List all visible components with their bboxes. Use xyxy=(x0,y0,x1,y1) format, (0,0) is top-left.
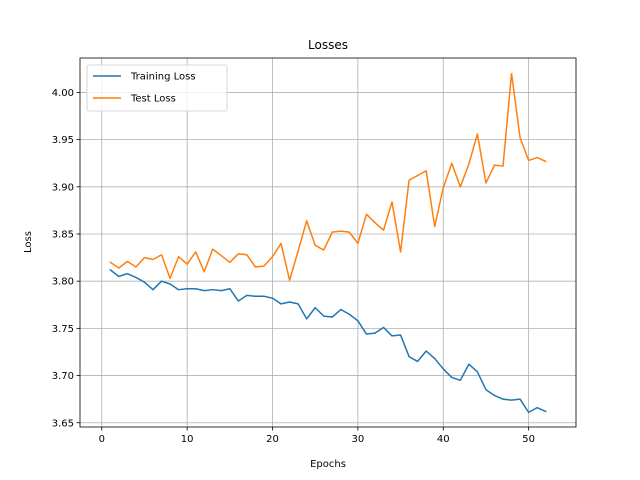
grid xyxy=(80,58,576,427)
legend-label-test-loss: Test Loss xyxy=(130,94,176,105)
x-tick-label: 10 xyxy=(181,434,194,445)
y-tick-label: 3.65 xyxy=(52,418,74,429)
x-tick-label: 0 xyxy=(99,434,105,445)
x-tick-label: 40 xyxy=(437,434,450,445)
x-ticks: 0 10 20 30 40 50 xyxy=(99,427,535,445)
y-tick-label: 3.75 xyxy=(52,324,74,335)
y-tick-label: 3.70 xyxy=(52,371,74,382)
y-tick-label: 3.90 xyxy=(52,182,74,193)
chart-title: Losses xyxy=(308,38,348,52)
x-tick-label: 50 xyxy=(522,434,535,445)
x-axis-label: Epochs xyxy=(310,459,346,470)
series-group xyxy=(109,72,547,414)
y-tick-label: 3.80 xyxy=(52,277,74,288)
legend: Training Loss Test Loss xyxy=(86,64,228,112)
x-tick-label: 30 xyxy=(352,434,365,445)
legend-box xyxy=(86,64,228,112)
training-loss-line xyxy=(109,268,547,414)
plot-frame xyxy=(79,57,577,428)
legend-label-training-loss: Training Loss xyxy=(130,72,196,83)
x-tick-label: 20 xyxy=(266,434,279,445)
y-tick-label: 3.85 xyxy=(52,230,74,241)
test-loss-line xyxy=(109,72,547,281)
y-axis-label: Loss xyxy=(23,231,34,253)
y-ticks: 3.65 3.70 3.75 3.80 3.85 3.90 3.95 4.00 xyxy=(52,88,80,429)
y-tick-label: 3.95 xyxy=(52,135,74,146)
y-tick-label: 4.00 xyxy=(52,88,74,99)
